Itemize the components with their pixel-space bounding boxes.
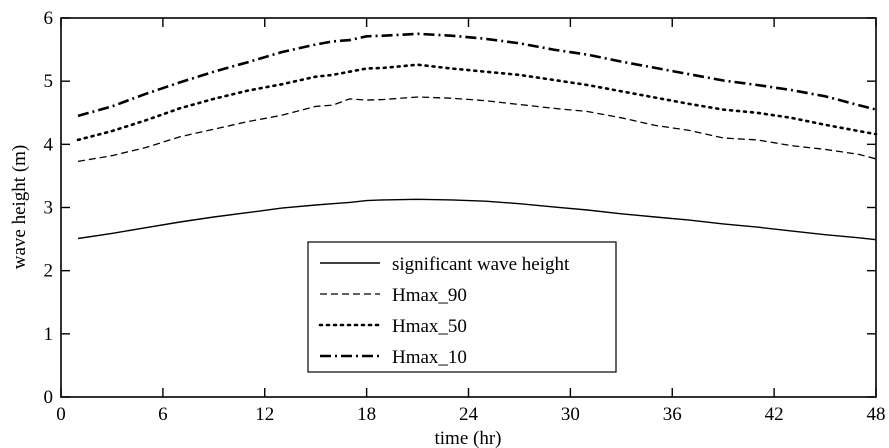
x-tick-label: 12 [255,404,274,425]
legend-label: Hmax_10 [392,347,467,368]
legend-label: significant wave height [392,254,570,275]
plot-frame [60,17,877,398]
series-layer [76,32,878,241]
y-tick-label: 5 [44,71,54,92]
legend: significant wave height Hmax_90 Hmax_50 Hma… [307,241,617,373]
x-tick-label: 24 [459,404,479,425]
x-tick-label: 36 [663,404,682,425]
x-tick-label: 18 [357,404,376,425]
x-axis-title: time (hr) [434,428,501,448]
y-tick-label: 6 [44,8,54,29]
x-tick-label: 48 [867,404,886,425]
legend-items: significant wave height Hmax_90 Hmax_50 Hma… [318,254,570,368]
series-line-significant-wave-height [77,198,877,241]
series-line-hmax-90 [77,96,877,163]
y-axis-title: wave height (m) [9,145,30,270]
y-tick-label: 3 [44,198,54,219]
x-tick-label: 6 [158,404,168,425]
series-line-hmax-50 [76,63,878,142]
legend-label: Hmax_50 [392,316,467,337]
x-tick-label: 42 [765,404,784,425]
legend-label: Hmax_90 [392,285,467,306]
x-tick-label: 30 [561,404,580,425]
series-line-hmax-10 [77,32,877,118]
x-tick-label: 0 [56,404,66,425]
y-tick-label: 0 [44,387,54,408]
y-tick-label: 1 [44,324,54,345]
y-tick-label: 4 [44,134,54,155]
y-tick-label: 2 [44,261,54,282]
